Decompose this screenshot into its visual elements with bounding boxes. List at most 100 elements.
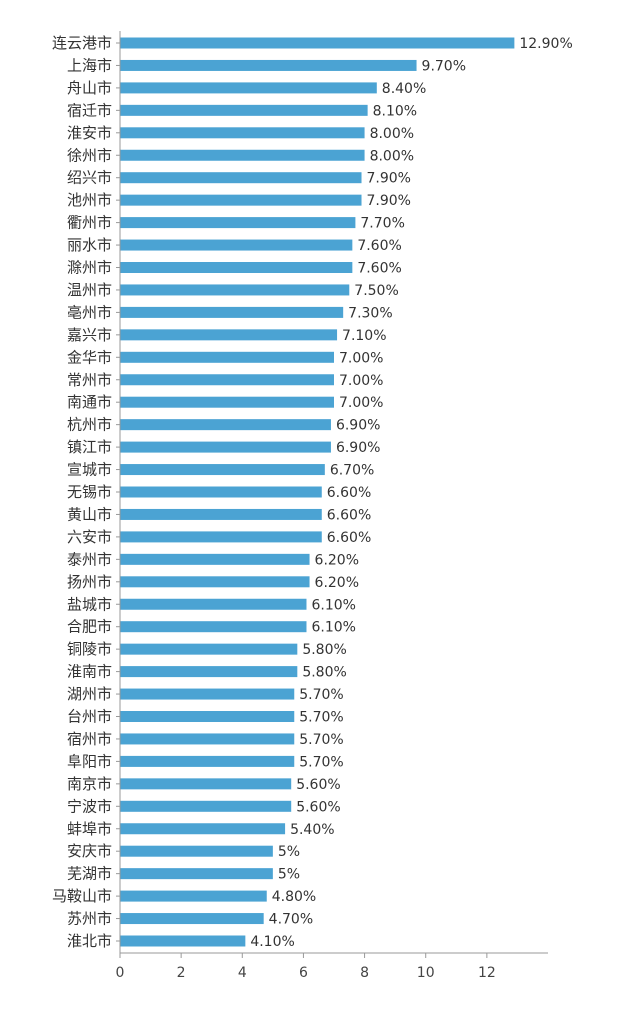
category-label: 淮北市 — [67, 932, 112, 950]
bar — [120, 733, 295, 745]
bar — [120, 239, 353, 251]
bar — [120, 913, 264, 925]
data-label: 7.00% — [339, 350, 383, 366]
x-tick-label: 8 — [360, 965, 369, 981]
data-label: 5.60% — [296, 777, 340, 793]
bar-row: 阜阳市 5.70% — [67, 752, 344, 770]
data-label: 7.10% — [342, 328, 386, 344]
bar — [120, 127, 365, 139]
bar — [120, 284, 350, 296]
category-label: 安庆市 — [67, 842, 112, 860]
data-label: 7.00% — [339, 395, 383, 411]
bar-row: 南通市 7.00% — [67, 393, 384, 411]
category-label: 温州市 — [67, 281, 112, 299]
category-label: 杭州市 — [67, 416, 112, 434]
data-label: 9.70% — [422, 58, 466, 74]
category-label: 盐城市 — [67, 595, 112, 613]
data-label: 5.80% — [302, 665, 346, 681]
data-label: 5.70% — [299, 710, 343, 726]
data-label: 6.90% — [336, 440, 380, 456]
x-tick-label: 10 — [417, 965, 435, 981]
bar-row: 蚌埠市 5.40% — [67, 820, 335, 838]
bar-row: 苏州市 4.70% — [67, 910, 313, 928]
bar — [120, 486, 322, 498]
bar-row: 金华市 7.00% — [67, 348, 384, 366]
data-label: 12.90% — [519, 36, 572, 52]
category-label: 苏州市 — [67, 910, 112, 928]
bar-row: 南京市 5.60% — [67, 775, 341, 793]
bar-row: 铜陵市 5.80% — [67, 640, 347, 658]
bar-row: 温州市 7.50% — [67, 281, 399, 299]
x-tick-label: 4 — [238, 965, 247, 981]
data-label: 6.20% — [315, 575, 359, 591]
bar-row: 宿迁市 8.10% — [67, 101, 417, 119]
bar — [120, 643, 298, 655]
bar — [120, 329, 338, 341]
bar — [120, 194, 362, 206]
category-label: 芜湖市 — [67, 865, 112, 883]
bar-row: 滁州市 7.60% — [67, 259, 402, 277]
bar-row: 亳州市 7.30% — [67, 303, 393, 321]
bar-row: 盐城市 6.10% — [67, 595, 356, 613]
data-label: 7.60% — [357, 238, 401, 254]
bar — [120, 845, 273, 857]
bar — [120, 598, 307, 610]
category-label: 台州市 — [67, 708, 112, 726]
bar — [120, 890, 267, 902]
category-label: 无锡市 — [67, 483, 112, 501]
category-label: 嘉兴市 — [67, 326, 112, 344]
bar-row: 六安市 6.60% — [67, 528, 371, 546]
category-label: 宁波市 — [67, 797, 112, 815]
bar — [120, 621, 307, 633]
category-label: 衢州市 — [67, 214, 112, 232]
data-label: 8.10% — [373, 103, 417, 119]
bar — [120, 149, 365, 161]
category-label: 宿迁市 — [67, 101, 112, 119]
bar-row: 舟山市 8.40% — [67, 79, 426, 97]
axes: 0 2 4 6 8 10 12 — [116, 31, 548, 981]
data-label: 4.10% — [250, 934, 294, 950]
x-tick-label: 12 — [478, 965, 496, 981]
bar-row: 淮北市 4.10% — [67, 932, 295, 950]
x-tick-label: 0 — [116, 965, 125, 981]
category-label: 南通市 — [67, 393, 112, 411]
bar — [120, 666, 298, 678]
data-label: 7.30% — [348, 305, 392, 321]
bar-row: 绍兴市 7.90% — [67, 169, 411, 187]
data-label: 5% — [278, 844, 300, 860]
data-label: 6.60% — [327, 530, 371, 546]
x-tick-label: 2 — [177, 965, 186, 981]
category-label: 常州市 — [67, 371, 112, 389]
category-label: 宣城市 — [67, 461, 112, 479]
bar — [120, 688, 295, 700]
category-label: 阜阳市 — [67, 752, 112, 770]
bar — [120, 868, 273, 880]
bar-row: 徐州市 8.00% — [67, 146, 414, 164]
bar-row: 芜湖市 5% — [67, 865, 300, 883]
bar — [120, 441, 331, 453]
category-label: 池州市 — [67, 191, 112, 209]
bar-row: 宿州市 5.70% — [67, 730, 344, 748]
category-label: 亳州市 — [67, 303, 112, 321]
data-label: 7.50% — [354, 283, 398, 299]
data-label: 7.00% — [339, 373, 383, 389]
data-label: 8.00% — [370, 126, 414, 142]
bar-row: 马鞍山市 4.80% — [52, 887, 316, 905]
data-label: 6.60% — [327, 507, 371, 523]
category-label: 黄山市 — [67, 505, 112, 523]
bar — [120, 262, 353, 273]
bars-layer: 连云港市 12.90% 上海市 9.70% 舟山市 8.40% 宿迁市 8.10% 淮安市 8.0… — [52, 34, 573, 950]
data-label: 7.60% — [357, 261, 401, 277]
category-label: 六安市 — [67, 528, 112, 546]
bar — [120, 800, 292, 812]
data-label: 8.00% — [370, 148, 414, 164]
data-label: 7.90% — [367, 171, 411, 187]
bar-row: 合肥市 6.10% — [67, 618, 356, 636]
bar-row: 泰州市 6.20% — [67, 550, 359, 568]
category-label: 丽水市 — [67, 236, 112, 254]
bar — [120, 306, 344, 318]
data-label: 6.20% — [315, 552, 359, 568]
bar — [120, 37, 515, 49]
bar-row: 衢州市 7.70% — [67, 214, 405, 232]
